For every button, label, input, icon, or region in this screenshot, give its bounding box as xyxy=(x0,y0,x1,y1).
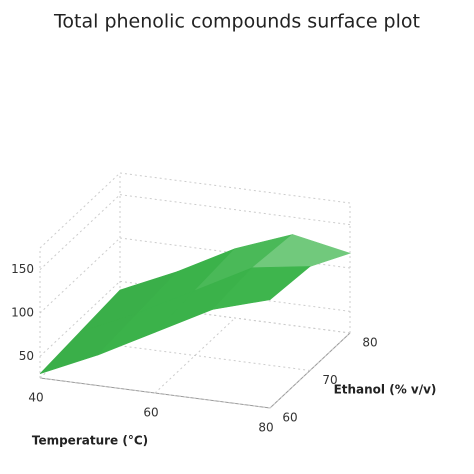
x-grid-line xyxy=(154,317,236,394)
z-grid-line xyxy=(39,237,121,314)
z-tick-label: 100 xyxy=(11,306,34,320)
box-edge xyxy=(39,172,121,249)
z-grid-line xyxy=(39,280,121,357)
y-axis-label: Ethanol (% v/v) xyxy=(334,383,437,397)
x-tick-label: 80 xyxy=(258,421,273,435)
y-tick-label: 70 xyxy=(322,373,337,387)
z-tick-label: 150 xyxy=(11,262,34,276)
x-axis-label: Temperature (°C) xyxy=(32,434,148,448)
z-grid-line xyxy=(39,194,121,271)
z-grid-line xyxy=(119,194,351,226)
chart-title: Total phenolic compounds surface plot xyxy=(53,11,420,33)
y-grid-line xyxy=(79,340,311,371)
surface-patch xyxy=(211,266,311,310)
y-tick-label: 80 xyxy=(362,336,377,350)
y-tick-label: 60 xyxy=(282,411,297,425)
x-tick-label: 60 xyxy=(143,406,158,420)
x-grid-line xyxy=(269,332,351,409)
y-grid-line xyxy=(39,377,271,409)
box-edge xyxy=(119,172,351,204)
x-tick-label: 40 xyxy=(28,391,43,405)
y-grid-line xyxy=(119,302,351,334)
z-tick-label: 50 xyxy=(19,349,34,363)
